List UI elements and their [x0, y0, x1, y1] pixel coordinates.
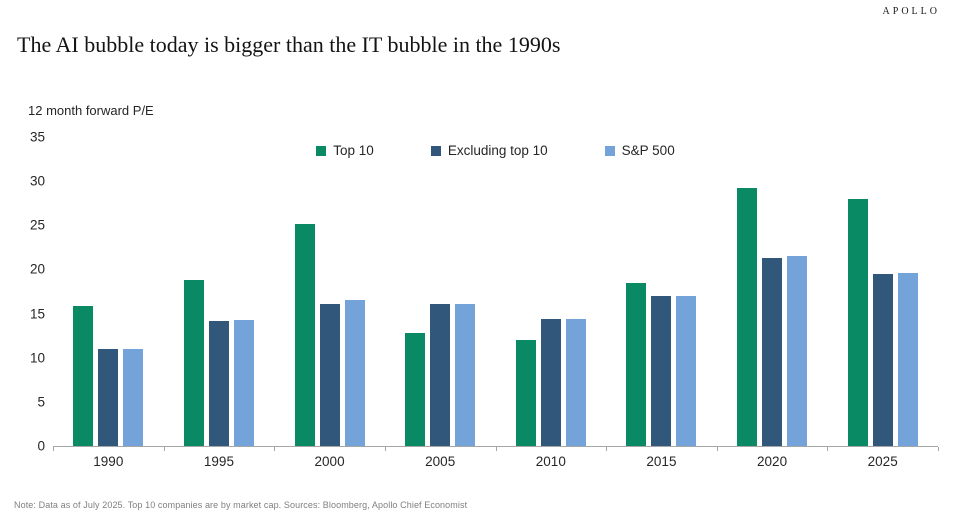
x-label-1995: 1995	[203, 454, 234, 469]
bar-excluding-top-10-1990	[98, 348, 119, 446]
x-tick	[827, 447, 829, 451]
bar-top-10-1995	[183, 280, 204, 446]
y-axis-labels: 0 5 10 15 20 25 30 35	[18, 130, 45, 454]
y-label-5: 5	[37, 394, 45, 410]
bar-group-2010	[496, 137, 607, 446]
bar-s-p-500-1995	[233, 319, 254, 446]
bar-s-p-500-2010	[565, 318, 586, 446]
legend-label-top-10: Top 10	[333, 143, 374, 158]
x-label-2020: 2020	[757, 454, 788, 469]
y-label-15: 15	[29, 306, 45, 322]
bar-s-p-500-2020	[787, 256, 808, 446]
legend-item-excluding-top-10: Excluding top 10	[430, 143, 548, 158]
source-note: Note: Data as of July 2025. Top 10 compa…	[14, 500, 468, 510]
bar-s-p-500-2025	[897, 273, 918, 446]
y-label-20: 20	[29, 261, 45, 277]
legend-item-top-10: Top 10	[316, 143, 374, 158]
bar-excluding-top-10-2010	[540, 318, 561, 446]
bar-top-10-2015	[626, 282, 647, 446]
bar-excluding-top-10-2015	[651, 295, 672, 446]
bar-group-2025	[827, 137, 938, 446]
bar-group-1995	[164, 137, 275, 446]
bar-group-2000	[274, 137, 385, 446]
x-axis-labels: 1990 1995 2000 2005 2010 2015 2020 2025	[53, 452, 938, 472]
legend-swatch-top-10	[316, 145, 327, 156]
bar-excluding-top-10-2000	[319, 303, 340, 446]
x-label-1990: 1990	[93, 454, 124, 469]
x-label-2025: 2025	[867, 454, 898, 469]
x-tick	[274, 447, 276, 451]
plot-area	[53, 137, 938, 447]
legend-swatch-excluding-top-10	[430, 145, 441, 156]
bar-group-1990	[53, 137, 164, 446]
bar-s-p-500-1990	[123, 348, 144, 446]
x-axis-ticks	[53, 447, 939, 452]
bar-excluding-top-10-2005	[430, 303, 451, 446]
bar-group-2005	[385, 137, 496, 446]
bar-s-p-500-2000	[344, 300, 365, 446]
y-axis-title: 12 month forward P/E	[28, 103, 154, 118]
legend-label-s-p-500: S&P 500	[621, 143, 675, 158]
legend-label-excluding-top-10: Excluding top 10	[447, 143, 548, 158]
x-tick	[53, 447, 54, 451]
x-label-2000: 2000	[314, 454, 345, 469]
bar-excluding-top-10-1995	[208, 320, 229, 446]
bar-top-10-2025	[847, 198, 868, 446]
bar-s-p-500-2005	[455, 303, 476, 446]
bar-group-2015	[606, 137, 717, 446]
bar-group-2020	[717, 137, 828, 446]
x-tick	[495, 447, 497, 451]
y-label-0: 0	[37, 438, 45, 454]
bar-top-10-2020	[737, 188, 758, 446]
x-tick	[606, 447, 608, 451]
x-tick	[938, 447, 939, 451]
bar-excluding-top-10-2020	[762, 258, 783, 446]
legend-item-s-p-500: S&P 500	[604, 143, 675, 158]
x-label-2015: 2015	[646, 454, 677, 469]
bar-top-10-1990	[73, 305, 94, 446]
apollo-logo: APOLLO	[882, 6, 940, 17]
bar-s-p-500-2015	[676, 295, 697, 446]
y-label-25: 25	[29, 217, 45, 233]
x-label-2005: 2005	[425, 454, 456, 469]
bar-excluding-top-10-2025	[872, 273, 893, 446]
y-label-30: 30	[29, 173, 45, 189]
legend: Top 10 Excluding top 10 S&P 500	[53, 143, 938, 158]
x-tick	[716, 447, 718, 451]
bar-top-10-2005	[405, 333, 426, 446]
legend-swatch-s-p-500	[604, 145, 615, 156]
bar-top-10-2000	[294, 223, 315, 446]
y-label-10: 10	[29, 350, 45, 366]
bar-top-10-2010	[515, 340, 536, 446]
y-label-35: 35	[29, 129, 45, 145]
x-tick	[384, 447, 386, 451]
x-tick	[163, 447, 165, 451]
chart-title: The AI bubble today is bigger than the I…	[17, 31, 561, 57]
x-label-2010: 2010	[535, 454, 566, 469]
